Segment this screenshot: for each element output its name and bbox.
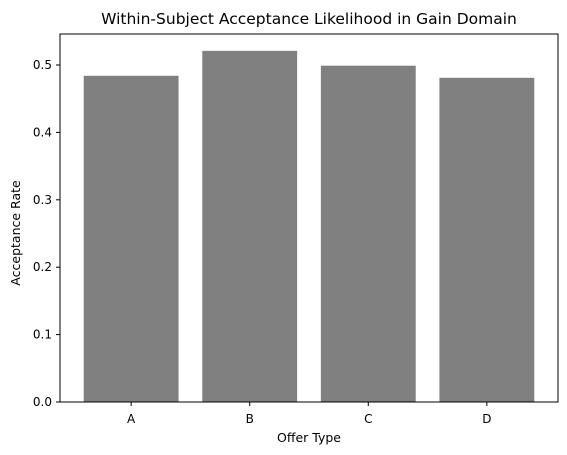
y-tick-label: 0.3 [33,193,52,207]
x-tick-label: D [482,412,491,426]
x-axis-label: Offer Type [277,430,341,445]
y-tick-label: 0.5 [33,58,52,72]
plot-area: 0.0 0.1 0.2 0.3 0.4 0.5 A B C D [33,33,559,426]
bar-c [320,65,416,402]
bar-b [202,50,298,402]
x-tick-label: A [127,412,136,426]
bars-group [83,50,535,403]
x-tick-label: B [246,412,254,426]
chart-title: Within-Subject Acceptance Likelihood in … [101,10,517,28]
y-axis-ticks: 0.0 0.1 0.2 0.3 0.4 0.5 [33,58,60,409]
y-tick-label: 0.0 [33,395,52,409]
plot-frame [59,33,559,403]
y-tick-label: 0.4 [33,125,52,139]
y-axis-label: Acceptance Rate [8,180,23,286]
bar-d [439,77,535,403]
x-axis-ticks: A B C D [127,402,491,426]
x-tick-label: C [364,412,372,426]
y-tick-label: 0.1 [33,328,52,342]
bar-a [83,75,179,403]
y-tick-label: 0.2 [33,260,52,274]
